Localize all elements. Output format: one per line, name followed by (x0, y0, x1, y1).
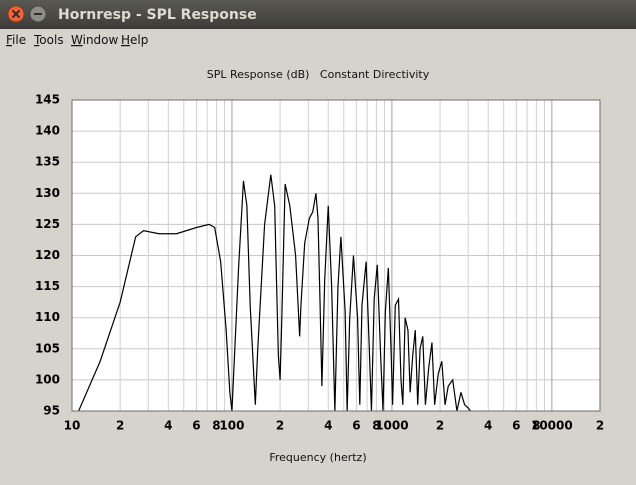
menu-item[interactable]: Window (71, 33, 119, 47)
y-tick-label: 145 (35, 93, 60, 107)
x-tick-label: 6 (192, 419, 200, 433)
response-curve (78, 174, 471, 411)
x-tick-label: 4 (164, 419, 172, 433)
plot-frame (71, 99, 601, 412)
x-tick-label: 6 (352, 419, 360, 433)
title-bar (0, 0, 636, 29)
y-tick-label: 105 (35, 341, 60, 355)
y-tick-label: 120 (35, 248, 60, 262)
x-axis-label: Frequency (hertz) (269, 451, 366, 464)
x-tick-label: 8 (532, 419, 540, 433)
x-tick-label: 6 (512, 419, 520, 433)
x-tick-label: 100 (219, 419, 244, 433)
window-title: Hornresp - SPL Response (58, 7, 257, 23)
y-tick-label: 130 (35, 186, 60, 200)
y-tick-label: 110 (35, 310, 60, 324)
x-tick-label: 1000 (375, 419, 408, 433)
close-button[interactable] (7, 5, 25, 23)
x-tick-label: 4 (324, 419, 332, 433)
chart-title: SPL Response (dB) Constant Directivity (207, 68, 430, 81)
x-tick-label: 2 (596, 419, 604, 433)
y-tick-label: 100 (35, 372, 60, 386)
y-tick-label: 140 (35, 124, 60, 138)
x-tick-label: 10 (64, 419, 81, 433)
x-tick-label: 8 (212, 419, 220, 433)
y-tick-label: 125 (35, 217, 60, 231)
x-tick-label: 4 (484, 419, 492, 433)
minimize-button[interactable] (29, 5, 47, 23)
x-tick-label: 10000 (531, 419, 573, 433)
y-tick-label: 95 (43, 404, 60, 418)
x-tick-label: 2 (116, 419, 124, 433)
menu-item[interactable]: File (6, 33, 26, 47)
x-tick-label: 8 (372, 419, 380, 433)
menu-item[interactable]: Help (121, 33, 148, 47)
x-tick-label: 2 (276, 419, 284, 433)
y-tick-label: 115 (35, 279, 60, 293)
x-tick-label: 2 (436, 419, 444, 433)
y-tick-label: 135 (35, 155, 60, 169)
menu-item[interactable]: Tools (33, 33, 64, 47)
